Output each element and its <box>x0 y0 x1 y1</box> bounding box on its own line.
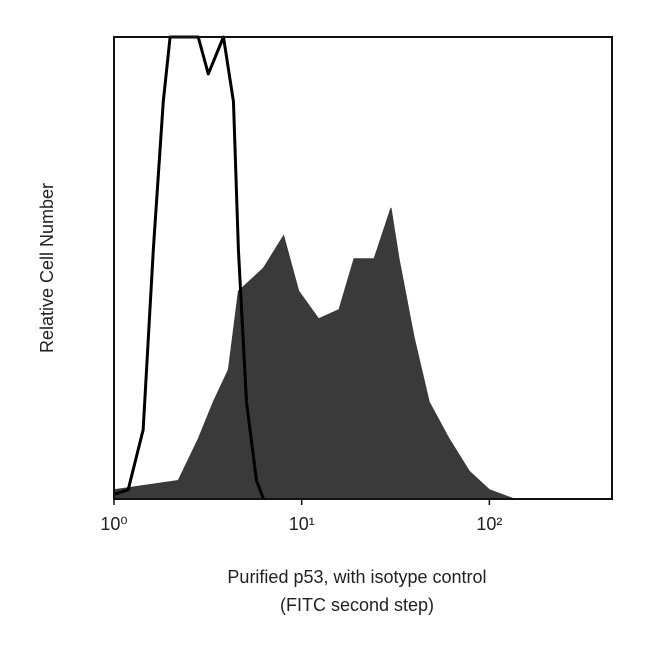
x-tick-label: 10¹ <box>289 514 315 534</box>
x-tick-label: 10² <box>476 514 502 534</box>
x-tick-label: 10⁰ <box>100 514 127 534</box>
area <box>113 207 515 500</box>
line <box>113 35 265 500</box>
x-axis-title: Purified p53, with isotype control <box>227 567 486 587</box>
y-axis-title: Relative Cell Number <box>37 183 57 353</box>
x-axis-title: (FITC second step) <box>280 595 434 615</box>
plot-frame <box>113 36 613 500</box>
